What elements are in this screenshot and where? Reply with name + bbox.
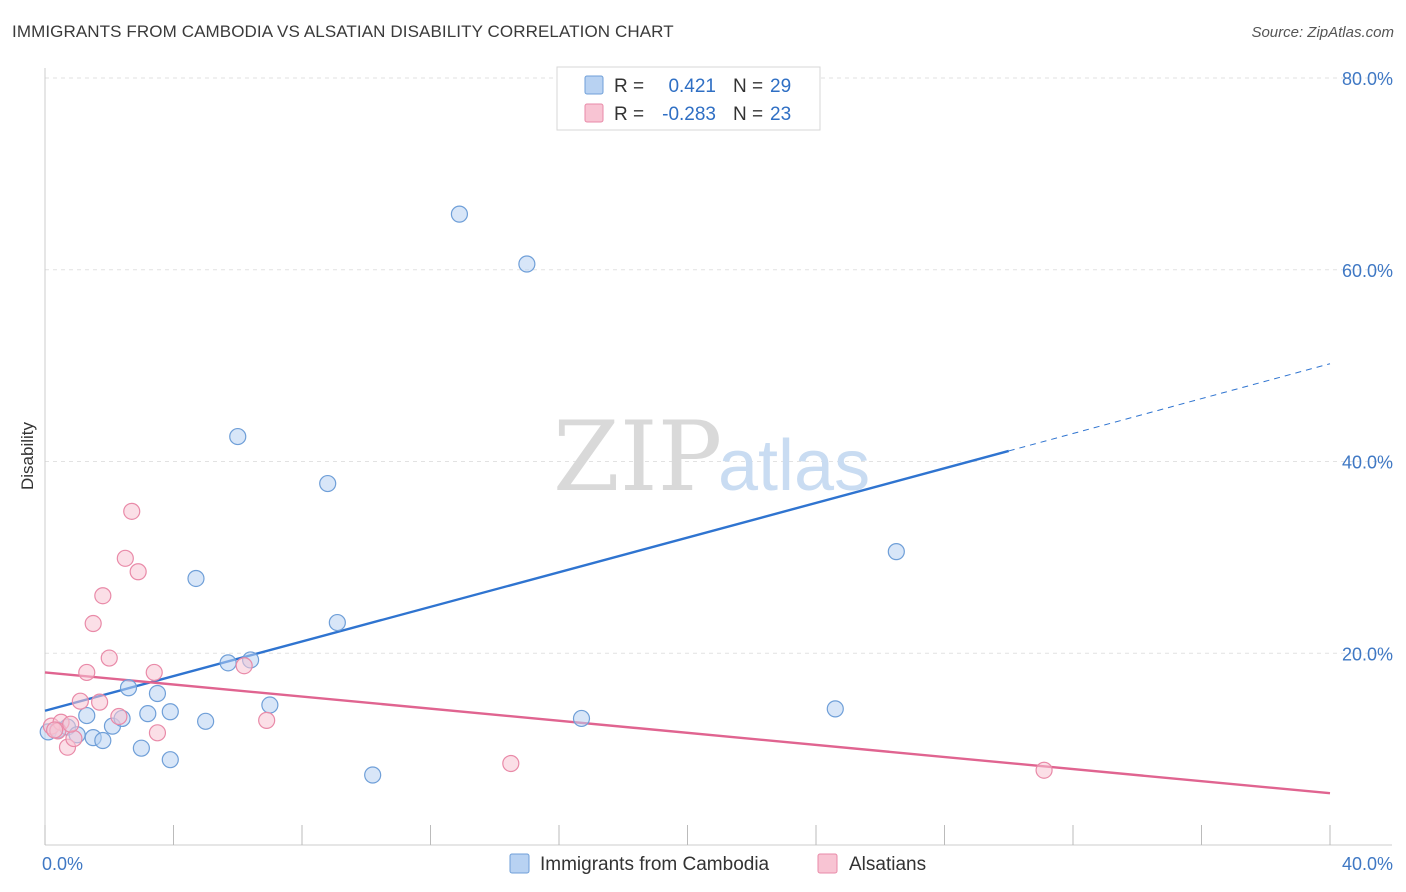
point-alsatians	[1035, 761, 1053, 779]
point-cambodia	[887, 543, 905, 561]
point-alsatians	[129, 563, 147, 581]
point-cambodia	[219, 654, 237, 672]
y-tick-label: 60.0%	[1342, 261, 1393, 281]
point-cambodia	[319, 474, 337, 493]
trend-line-cambodia	[44, 449, 1010, 712]
y-tick-labels: 20.0% 40.0% 60.0% 80.0%	[1342, 69, 1393, 664]
point-cambodia	[518, 255, 536, 273]
point-alsatians	[123, 502, 141, 520]
axes	[44, 68, 1392, 846]
trend-line-alsatians	[44, 671, 1331, 795]
series-legend-swatch-alsatians	[817, 853, 838, 874]
point-alsatians	[235, 657, 253, 675]
point-cambodia	[261, 696, 279, 714]
point-alsatians	[62, 715, 80, 733]
point-alsatians	[91, 693, 109, 711]
point-alsatians	[116, 549, 134, 567]
legend-n-value: 29	[770, 76, 791, 97]
point-alsatians	[46, 721, 64, 739]
point-cambodia	[161, 751, 179, 769]
y-tick-label: 20.0%	[1342, 644, 1393, 664]
series-legend: Immigrants from Cambodia Alsatians	[509, 853, 926, 875]
point-cambodia	[450, 205, 469, 223]
point-alsatians	[148, 724, 167, 742]
point-cambodia	[148, 684, 167, 703]
point-cambodia	[197, 712, 215, 730]
series-legend-cambodia: Immigrants from Cambodia	[540, 854, 770, 875]
point-cambodia	[187, 569, 205, 588]
legend-swatch-cambodia	[584, 75, 604, 95]
point-alsatians	[84, 614, 102, 633]
legend-r-label: R =	[614, 76, 644, 97]
legend-n-value: 23	[770, 104, 791, 125]
legend-swatch-alsatians	[584, 103, 604, 123]
point-cambodia	[139, 705, 157, 723]
legend-r-value: 0.421	[668, 76, 716, 97]
legend-n-label: N =	[733, 76, 763, 97]
point-cambodia	[94, 731, 112, 750]
watermark: ZIP atlas	[553, 401, 870, 513]
x-tick-label: 40.0%	[1342, 854, 1393, 874]
chart-title: IMMIGRANTS FROM CAMBODIA VS ALSATIAN DIS…	[12, 22, 674, 41]
grid-lines	[45, 77, 1392, 654]
point-alsatians	[145, 663, 163, 682]
x-tick-labels: 0.0% 40.0%	[42, 854, 1393, 874]
y-axis-label: Disability	[18, 421, 37, 490]
point-cambodia	[328, 613, 346, 632]
y-tick-label: 80.0%	[1342, 69, 1393, 89]
point-alsatians	[71, 692, 89, 710]
point-alsatians	[258, 711, 276, 729]
point-cambodia	[132, 739, 150, 757]
legend-r-label: R =	[614, 104, 644, 125]
point-cambodia	[364, 766, 382, 784]
correlation-legend: R = 0.421 N = 29 R = -0.283 N = 23	[556, 66, 821, 131]
legend-r-value: -0.283	[662, 104, 716, 125]
point-alsatians	[94, 587, 112, 605]
series-legend-alsatians: Alsatians	[849, 854, 926, 875]
trend-line-cambodia-extension	[1008, 363, 1331, 452]
trend-lines	[44, 363, 1331, 795]
data-points	[39, 205, 1053, 784]
point-cambodia	[119, 679, 138, 697]
point-cambodia	[161, 703, 179, 721]
watermark-atlas: atlas	[718, 426, 870, 506]
point-cambodia	[572, 709, 591, 728]
y-tick-label: 40.0%	[1342, 453, 1393, 473]
point-alsatians	[110, 707, 128, 726]
point-alsatians	[78, 663, 96, 682]
source-label: Source: ZipAtlas.com	[1251, 24, 1394, 41]
point-cambodia	[78, 706, 96, 725]
point-alsatians	[65, 729, 83, 748]
point-cambodia	[826, 700, 844, 718]
x-tick-label: 0.0%	[42, 854, 83, 874]
point-alsatians	[502, 754, 520, 773]
legend-n-label: N =	[733, 104, 763, 125]
series-legend-swatch-cambodia	[509, 853, 530, 874]
watermark-zip: ZIP	[553, 401, 722, 513]
point-alsatians	[100, 649, 118, 667]
point-cambodia	[229, 427, 247, 446]
